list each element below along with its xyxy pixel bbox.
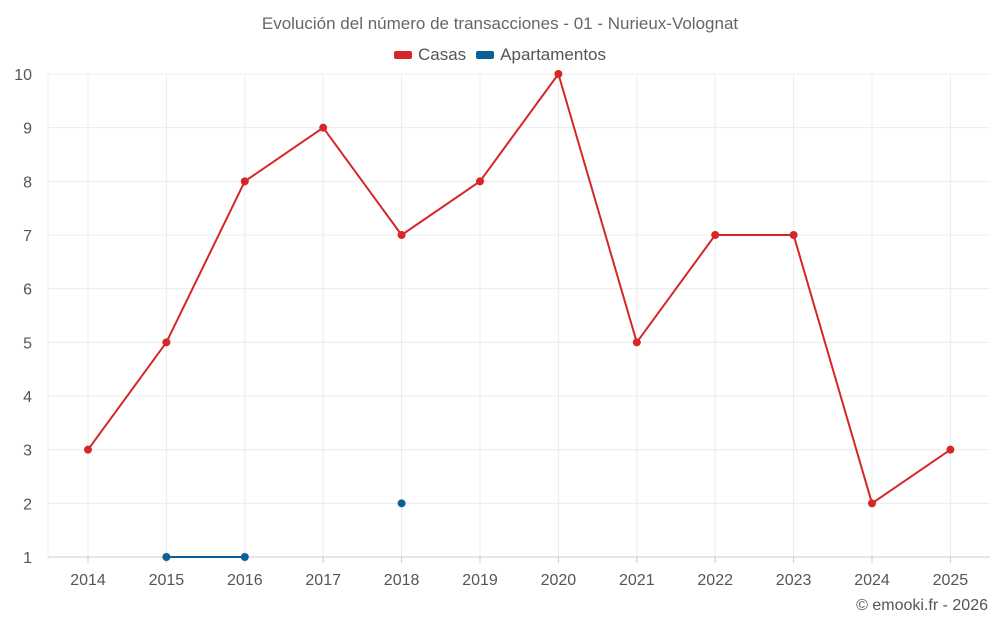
chart-title: Evolución del número de transacciones - … [261, 14, 739, 33]
y-tick-label: 5 [23, 335, 32, 352]
legend: Casas Apartamentos [0, 45, 1000, 65]
y-tick-label: 8 [23, 174, 32, 191]
data-point-casas [397, 231, 406, 239]
data-point-casas [868, 499, 876, 508]
legend-swatch-apartamentos [476, 51, 495, 59]
x-tick-label: 2021 [619, 572, 655, 589]
x-tick-label: 2015 [149, 572, 185, 589]
legend-label-casas: Casas [417, 45, 467, 64]
y-tick-label: 3 [23, 443, 32, 460]
x-tick-label: 2019 [462, 572, 498, 589]
data-point-casas [711, 231, 720, 239]
y-tick-label: 2 [23, 496, 32, 513]
data-point-casas [240, 177, 249, 186]
x-tick-label: 2016 [227, 572, 263, 589]
y-tick-label: 1 [23, 550, 32, 567]
x-tick-label: 2020 [541, 572, 577, 589]
legend-item-apartamentos[interactable]: Apartamentos [476, 45, 606, 65]
data-point-casas [162, 338, 171, 347]
x-tick-label: 2014 [70, 572, 106, 589]
data-point-casas [789, 231, 798, 239]
data-point-casas [476, 177, 484, 186]
grid [48, 73, 990, 558]
credit-text: © emooki.fr - 2026 [856, 597, 988, 614]
data-point-casas [554, 70, 563, 78]
y-tick-label: 4 [23, 389, 32, 406]
y-tick-label: 9 [23, 121, 32, 138]
y-tick-label: 7 [23, 228, 32, 245]
data-point-apartamentos [397, 499, 406, 508]
y-tick-label: 6 [23, 282, 32, 299]
data-point-apartamentos [240, 553, 249, 561]
series-casas [84, 70, 955, 508]
x-tick-label: 2025 [933, 572, 969, 589]
x-tick-label: 2022 [697, 572, 733, 589]
axes: 1 2 3 4 5 6 7 8 9 10 2014 2015 2016 2017 2018 2019 2020 2… [14, 67, 990, 589]
data-point-casas [632, 338, 641, 347]
x-tick-label: 2018 [384, 572, 420, 589]
series-line-casas [87, 73, 951, 505]
x-tick-label: 2024 [854, 572, 890, 589]
data-point-casas [319, 123, 328, 132]
data-point-casas [84, 445, 92, 454]
legend-label-apartamentos: Apartamentos [500, 45, 607, 64]
legend-item-casas[interactable]: Casas [393, 45, 467, 65]
series-apartamentos [162, 499, 406, 561]
data-point-casas [946, 445, 955, 454]
data-point-apartamentos [162, 553, 171, 561]
x-tick-label: 2017 [305, 572, 341, 589]
y-tick-label: 10 [14, 67, 32, 84]
legend-swatch-casas [393, 51, 412, 59]
series [84, 70, 955, 561]
x-tick-label: 2023 [776, 572, 812, 589]
